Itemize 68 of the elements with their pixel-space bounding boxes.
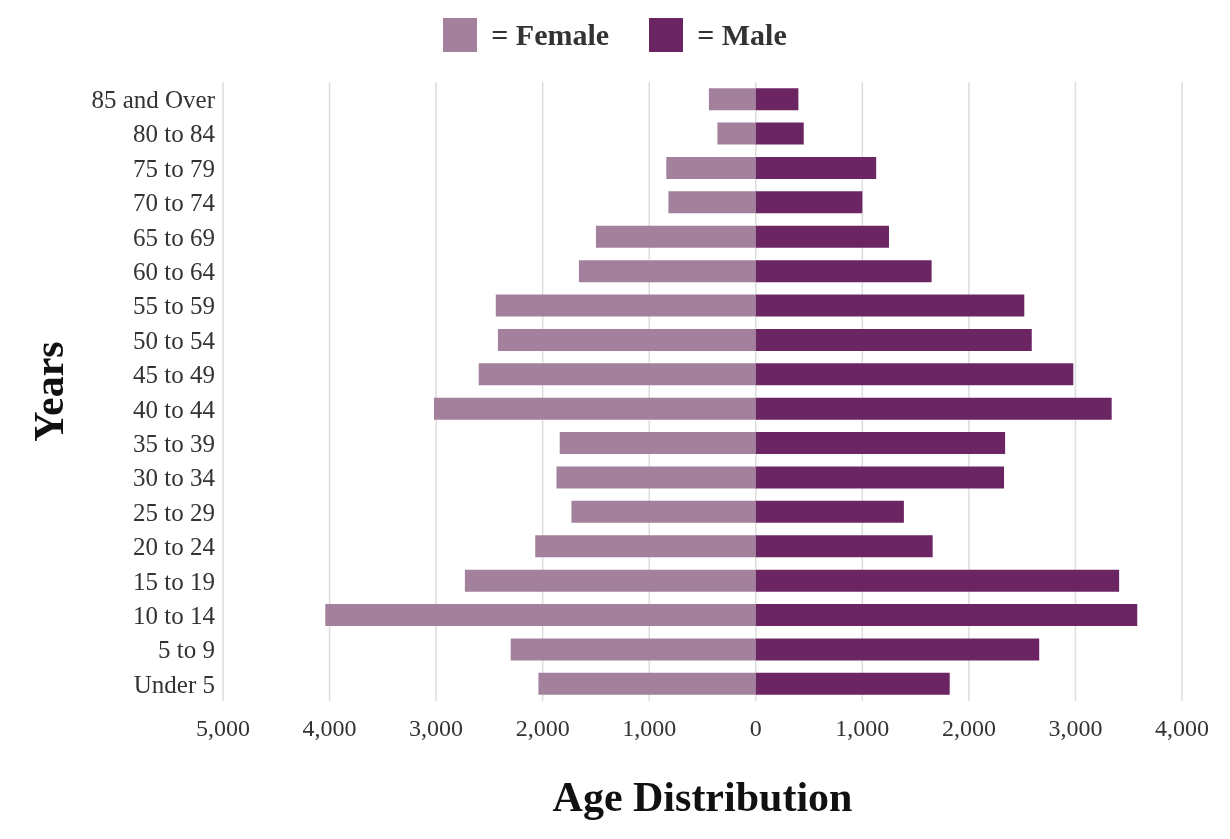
bar	[755, 432, 1006, 455]
y-axis-title: Years	[25, 341, 72, 442]
bar	[571, 500, 756, 523]
bar	[595, 225, 756, 248]
x-tick-label: 0	[749, 715, 762, 742]
x-axis-title: Age Distribution	[552, 774, 853, 820]
bar	[478, 363, 756, 386]
y-tick-label: 40 to 44	[133, 395, 216, 423]
x-tick-label: 5,000	[196, 715, 250, 742]
bar	[755, 294, 1025, 317]
y-tick-label: 85 and Over	[91, 86, 216, 114]
y-tick-label: 35 to 39	[133, 429, 215, 457]
bar	[497, 328, 756, 351]
bar	[535, 535, 756, 558]
bar	[578, 260, 756, 283]
bar	[708, 88, 756, 111]
bar	[755, 672, 950, 695]
x-tick-label: 1,000	[835, 715, 890, 742]
bar	[755, 569, 1120, 592]
bar	[717, 122, 756, 145]
x-tick-label: 2,000	[941, 715, 996, 742]
bar	[538, 672, 756, 695]
x-tick-label: 4,000	[302, 715, 357, 742]
bar	[755, 363, 1074, 386]
bar	[755, 535, 933, 558]
x-tick-label: 3,000	[1048, 715, 1103, 742]
legend-label: = Female	[491, 18, 610, 52]
y-tick-label: 30 to 34	[133, 464, 216, 492]
bar	[495, 294, 756, 317]
x-tick-label: 4,000	[1155, 715, 1209, 742]
bar	[755, 191, 863, 214]
bar	[556, 466, 756, 489]
y-tick-label: 55 to 59	[133, 292, 215, 320]
bar	[668, 191, 756, 214]
x-tick-label: 3,000	[409, 715, 464, 742]
y-tick-label: 50 to 54	[133, 326, 216, 354]
bar	[755, 122, 804, 145]
bar	[666, 156, 756, 179]
bar	[755, 328, 1032, 351]
bar	[325, 604, 756, 627]
bar	[755, 397, 1112, 420]
bar	[433, 397, 756, 420]
bar	[510, 638, 756, 661]
bar	[755, 638, 1040, 661]
y-tick-label: 45 to 49	[133, 361, 215, 389]
y-tick-label: 60 to 64	[133, 258, 216, 286]
bar	[464, 569, 756, 592]
y-tick-label: 65 to 69	[133, 223, 215, 251]
bar	[755, 500, 904, 523]
y-tick-label: 10 to 14	[133, 601, 216, 629]
bar	[755, 604, 1138, 627]
y-tick-label: 25 to 29	[133, 498, 215, 526]
bar	[755, 260, 932, 283]
y-tick-label: 15 to 19	[133, 567, 215, 595]
x-tick-label: 1,000	[622, 715, 677, 742]
y-tick-label: Under 5	[133, 670, 215, 698]
y-tick-label: 20 to 24	[133, 533, 216, 561]
x-tick-label: 2,000	[515, 715, 570, 742]
y-tick-label: 70 to 74	[133, 189, 216, 217]
legend-label: = Male	[697, 18, 787, 52]
bar	[755, 225, 889, 248]
y-tick-label: 80 to 84	[133, 120, 216, 148]
y-tick-label: 75 to 79	[133, 154, 215, 182]
y-tick-label: 5 to 9	[158, 636, 215, 664]
bar	[755, 88, 799, 111]
bar	[755, 156, 877, 179]
bar	[559, 432, 756, 455]
bar	[755, 466, 1005, 489]
